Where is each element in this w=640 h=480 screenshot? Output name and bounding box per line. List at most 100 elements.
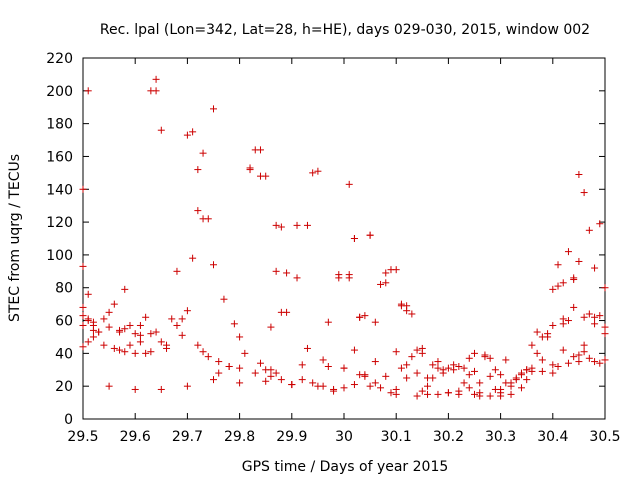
data-point xyxy=(340,384,348,392)
data-point xyxy=(486,372,494,380)
data-point xyxy=(580,189,588,197)
data-point xyxy=(601,284,609,292)
data-point xyxy=(585,310,593,318)
data-point xyxy=(585,354,593,362)
data-point xyxy=(105,382,113,390)
data-point xyxy=(465,384,473,392)
data-point xyxy=(256,359,264,367)
x-tick-label: 29.8 xyxy=(224,429,255,445)
data-point xyxy=(570,274,578,282)
data-point xyxy=(131,330,139,338)
data-point xyxy=(272,369,280,377)
data-point xyxy=(152,328,160,336)
data-point xyxy=(544,333,552,341)
y-tick-label: 80 xyxy=(55,281,73,297)
data-point xyxy=(471,367,478,375)
data-point xyxy=(157,338,165,346)
data-point xyxy=(79,321,87,329)
x-tick-label: 29.6 xyxy=(120,429,151,445)
data-point xyxy=(84,338,92,346)
y-tick-label: 140 xyxy=(46,182,73,198)
data-point xyxy=(434,358,442,366)
data-point xyxy=(84,290,92,298)
data-point xyxy=(309,379,317,387)
data-point xyxy=(241,349,249,357)
data-point xyxy=(570,353,578,361)
data-points xyxy=(79,75,609,400)
data-point xyxy=(549,361,557,369)
data-point xyxy=(350,235,358,242)
data-point xyxy=(256,172,264,180)
x-tick-label: 29.7 xyxy=(172,429,203,445)
data-point xyxy=(157,126,165,134)
data-point xyxy=(309,169,317,177)
data-point xyxy=(136,338,144,346)
data-point xyxy=(559,320,567,328)
data-point xyxy=(147,87,155,95)
data-point xyxy=(549,285,557,293)
data-point xyxy=(575,351,583,359)
data-point xyxy=(110,300,118,308)
data-point xyxy=(424,390,432,398)
data-point xyxy=(314,167,322,175)
data-point xyxy=(502,356,510,364)
data-point xyxy=(387,266,395,274)
data-point xyxy=(262,377,270,385)
data-point xyxy=(497,385,505,393)
data-point xyxy=(481,353,489,361)
y-tick-label: 180 xyxy=(46,117,73,133)
data-point xyxy=(523,376,531,384)
data-point xyxy=(277,223,285,231)
data-point xyxy=(554,261,562,269)
data-point xyxy=(183,131,191,139)
data-point xyxy=(121,285,129,293)
data-point xyxy=(564,317,572,325)
data-point xyxy=(517,384,525,392)
data-point xyxy=(204,353,212,361)
data-point xyxy=(528,364,536,372)
data-point xyxy=(298,376,306,384)
data-point xyxy=(293,274,301,282)
data-point xyxy=(528,341,536,349)
data-point xyxy=(418,349,426,357)
data-point xyxy=(397,364,405,372)
data-point xyxy=(126,341,134,349)
data-point xyxy=(220,295,228,303)
y-tick-label: 220 xyxy=(46,51,73,67)
chart-title: Rec. lpal (Lon=342, Lat=28, h=HE), days … xyxy=(100,22,590,38)
x-tick-label: 30 xyxy=(335,429,353,445)
data-point xyxy=(173,321,181,329)
data-point xyxy=(476,379,484,387)
y-tick-label: 120 xyxy=(46,215,73,231)
data-point xyxy=(345,180,353,188)
data-point xyxy=(392,385,400,393)
data-point xyxy=(564,248,572,256)
data-point xyxy=(345,274,353,282)
data-point xyxy=(596,359,604,367)
data-point xyxy=(377,280,385,288)
data-point xyxy=(79,185,87,193)
data-point xyxy=(591,264,599,272)
x-tick-label: 30.5 xyxy=(589,429,620,445)
data-point xyxy=(523,366,531,374)
data-point xyxy=(580,341,588,349)
data-point xyxy=(199,149,207,157)
data-point xyxy=(215,358,223,366)
data-point xyxy=(79,262,87,270)
data-point xyxy=(89,321,97,329)
data-point xyxy=(429,361,437,369)
data-point xyxy=(382,372,390,380)
data-point xyxy=(272,267,280,275)
data-point xyxy=(136,321,144,329)
y-tick-label: 200 xyxy=(46,84,73,100)
data-point xyxy=(89,333,97,341)
data-point xyxy=(79,312,87,320)
data-point xyxy=(596,220,604,228)
data-point xyxy=(554,282,562,290)
data-point xyxy=(251,369,259,377)
data-point xyxy=(116,328,124,336)
data-point xyxy=(450,361,458,369)
data-point xyxy=(538,356,546,364)
data-point xyxy=(439,369,447,377)
data-point xyxy=(460,379,468,387)
